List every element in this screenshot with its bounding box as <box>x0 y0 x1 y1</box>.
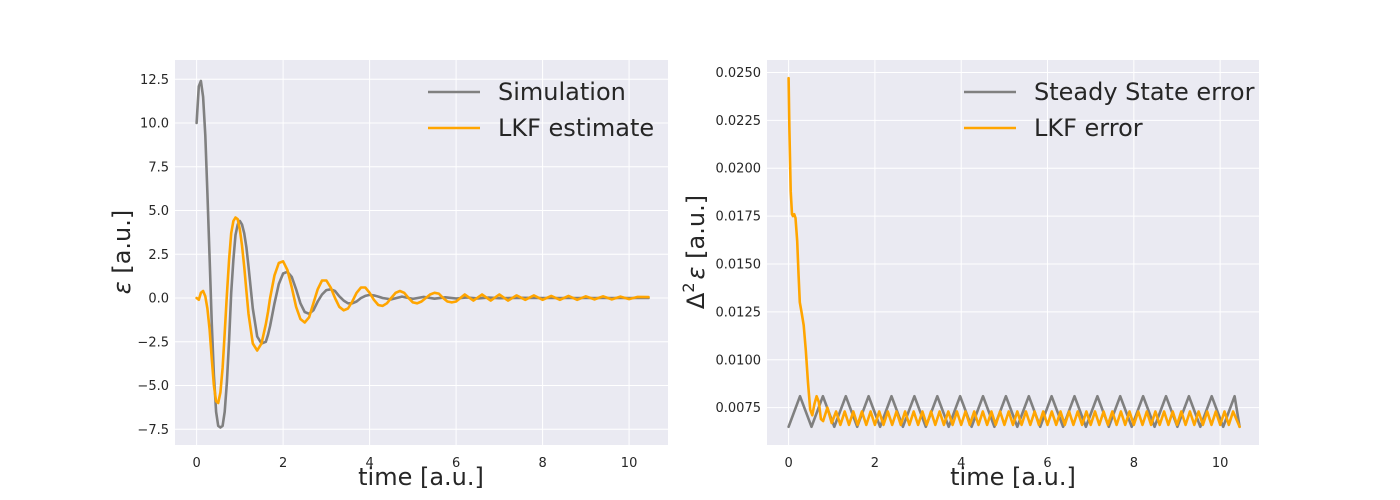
y-tick-label: 0.0100 <box>716 353 762 368</box>
y-axis-symbol-right: ε <box>682 266 710 279</box>
y-axis-unit-left: [a.u.] <box>108 210 136 282</box>
ticks-right: 0 2 4 6 8 10 0.0075 0.0100 0.0125 0.0150 0.0175 0.0… <box>716 66 1229 471</box>
x-tick-label: 4 <box>957 456 965 471</box>
y-tick-label: −2.5 <box>137 335 169 350</box>
x-axis-label-right: time [a.u.] <box>950 463 1076 491</box>
series-line-steady-state-error <box>787 394 1241 429</box>
series-right <box>787 76 1241 429</box>
y-axis-unit-right: [a.u.] <box>682 195 710 267</box>
x-tick-label: 6 <box>452 456 460 471</box>
epsilon-chart: 0 2 4 6 8 10−7.5−5.0−2.50.02.55.07.510.012.5 … <box>108 60 668 491</box>
series-line-lkf-error <box>787 76 1241 429</box>
y-tick-label: −5.0 <box>137 379 169 394</box>
series-line-lkf-estimate <box>195 216 650 405</box>
y-axis-label-right: Δ2 ε [a.u.] <box>679 195 710 309</box>
plot-area-right <box>767 60 1259 445</box>
y-tick-label: 2.5 <box>148 248 169 263</box>
ticks-left: 0 2 4 6 8 10 −7.5 −5.0 −2.5 0.0 2.5 5.0 7.5 10.0 12.5 <box>137 73 637 471</box>
x-tick-label: 2 <box>279 456 287 471</box>
legend-label-lkf-estimate: LKF estimate <box>498 114 654 142</box>
x-tick-label: 10 <box>1212 456 1229 471</box>
y-tick-label: 0.0225 <box>716 114 762 129</box>
x-tick-label: 4 <box>365 456 373 471</box>
y-tick-label: 0.0150 <box>716 257 762 272</box>
y-tick-label: 0.0125 <box>716 305 762 320</box>
y-tick-label: 12.5 <box>140 73 169 88</box>
x-tick-label: 2 <box>871 456 879 471</box>
y-tick-label: 5.0 <box>148 204 169 219</box>
y-tick-label: 7.5 <box>148 160 169 175</box>
y-tick-label: 10.0 <box>140 117 169 132</box>
x-tick-label: 0 <box>784 456 792 471</box>
y-tick-label: 0.0200 <box>716 162 762 177</box>
plot-area-left <box>175 60 668 445</box>
y-axis-exponent-right: 2 <box>679 282 698 292</box>
series-left <box>195 79 650 429</box>
y-tick-label: 0.0075 <box>716 401 762 416</box>
delta-squared-epsilon-chart: 0 2 4 6 8 10 0.0075 0.0100 0.0125 0.0150 0.0175 0.0… <box>679 60 1259 491</box>
legend-label-steady-state-error: Steady State error <box>1034 78 1255 106</box>
legend-left: Simulation LKF estimate <box>428 78 654 142</box>
x-tick-label: 10 <box>621 456 638 471</box>
legend-label-simulation: Simulation <box>498 78 626 106</box>
x-tick-label: 6 <box>1043 456 1051 471</box>
y-tick-label: 0.0 <box>148 292 169 307</box>
x-tick-label: 8 <box>1130 456 1138 471</box>
y-tick-label: −7.5 <box>137 423 169 438</box>
y-tick-label: 0.0175 <box>716 210 762 225</box>
grid-right <box>767 60 1259 445</box>
y-axis-symbol-left: ε <box>108 281 136 294</box>
y-axis-delta-right: Δ <box>682 292 710 309</box>
y-tick-label: 0.0250 <box>716 66 762 81</box>
x-tick-label: 0 <box>192 456 200 471</box>
legend-label-lkf-error: LKF error <box>1034 114 1143 142</box>
x-tick-label: 8 <box>538 456 546 471</box>
legend-right: Steady State error LKF error <box>964 78 1255 142</box>
x-axis-label-left: time [a.u.] <box>358 463 484 491</box>
y-axis-label-left: ε [a.u.] <box>108 210 136 295</box>
